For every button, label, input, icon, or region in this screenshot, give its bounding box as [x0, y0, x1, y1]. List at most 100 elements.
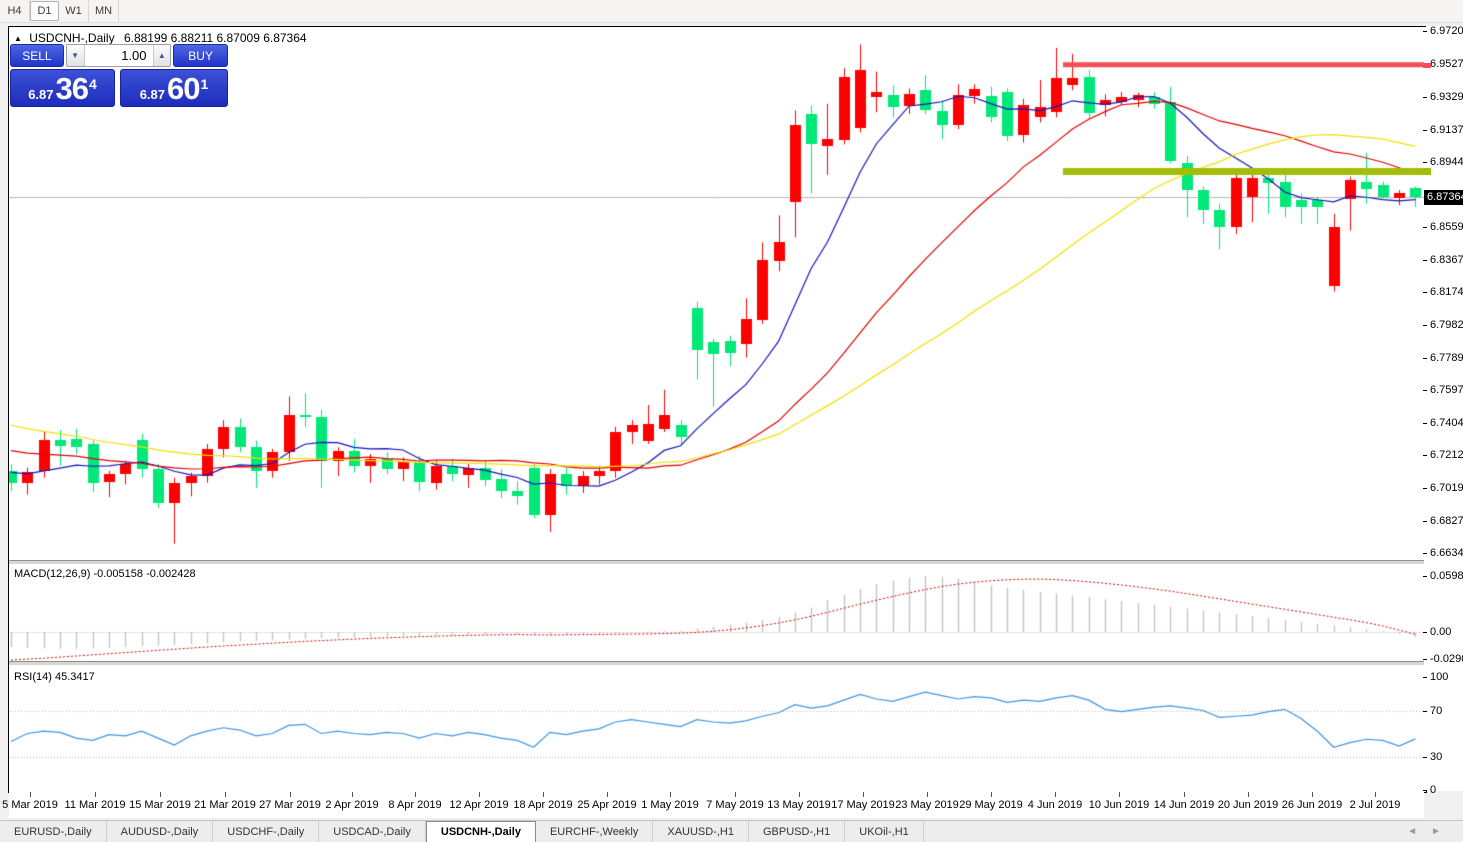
macd-axis-label: -0.029049	[1430, 653, 1463, 665]
date-axis-label: 29 May 2019	[959, 799, 1023, 811]
pane-separator[interactable]	[9, 661, 1424, 665]
axis-tick-mark	[1423, 227, 1427, 228]
axis-tick-mark	[1423, 711, 1427, 712]
volume-input[interactable]	[84, 45, 153, 66]
date-tick-mark	[479, 792, 480, 797]
date-tick-mark	[352, 792, 353, 797]
axis-tick-mark	[1423, 358, 1427, 359]
price-axis-label: 6.72120	[1430, 449, 1463, 461]
date-axis-label: 23 May 2019	[895, 799, 959, 811]
axis-tick-mark	[1423, 488, 1427, 489]
date-axis-label: 8 Apr 2019	[388, 799, 442, 811]
buy-price-pipette: 1	[200, 76, 209, 92]
chart-symbol-period: USDCNH-,Daily	[29, 31, 115, 45]
timeframe-button-h4[interactable]: H4	[0, 0, 30, 22]
date-axis-label: 13 May 2019	[767, 799, 831, 811]
date-axis-label: 10 Jun 2019	[1088, 799, 1150, 811]
chart-tab-usdcnh[interactable]: USDCNH-,Daily	[425, 821, 536, 842]
symbol-marker-icon: ▲	[14, 34, 22, 43]
date-axis-label: 25 Apr 2019	[577, 799, 637, 811]
axis-tick-mark	[1423, 260, 1427, 261]
price-axis-label: 6.91370	[1430, 124, 1463, 136]
volume-stepper: ▼ ▲	[65, 44, 172, 67]
timeframe-button-d1[interactable]: D1	[30, 1, 59, 21]
axis-tick-mark	[1423, 390, 1427, 391]
chart-tab-eurchf[interactable]: EURCHF-,Weekly	[536, 821, 654, 842]
axis-tick-mark	[1423, 521, 1427, 522]
date-axis-label: 4 Jun 2019	[1027, 799, 1083, 811]
chart-tab-bar: EURUSD-,Daily AUDUSD-,Daily USDCHF-,Daily U…	[0, 820, 1463, 842]
sell-button[interactable]: SELL	[10, 44, 64, 67]
macd-indicator-canvas[interactable]	[9, 563, 1424, 661]
pane-separator[interactable]	[9, 560, 1424, 564]
price-axis: 6.97200 6.95275 6.93295 6.91370 6.89445 6.855…	[1423, 25, 1463, 796]
volume-increase-icon[interactable]: ▲	[152, 45, 171, 66]
price-axis-label: 6.81745	[1430, 286, 1463, 298]
date-axis-label: 20 Jun 2019	[1217, 799, 1279, 811]
timeframe-button-mn[interactable]: MN	[89, 0, 119, 22]
date-tick-mark	[991, 792, 992, 797]
tab-scrollers: ◄ ►	[1407, 821, 1463, 842]
date-tick-mark	[30, 792, 31, 797]
buy-button[interactable]: BUY	[173, 44, 228, 67]
chart-tab-audusd[interactable]: AUDUSD-,Daily	[107, 821, 214, 842]
rsi-axis-label: 30	[1430, 751, 1443, 763]
rsi-indicator-label: RSI(14) 45.3417	[14, 671, 95, 683]
chart-tab-ukoil[interactable]: UKOil-,H1	[845, 821, 924, 842]
buy-price-prefix: 6.87	[139, 87, 166, 102]
date-tick-mark	[160, 792, 161, 797]
date-tick-mark	[1055, 792, 1056, 797]
date-tick-mark	[290, 792, 291, 797]
chart-tab-gbpusd[interactable]: GBPUSD-,H1	[749, 821, 846, 842]
support-level-mark	[1423, 167, 1431, 175]
axis-tick-mark	[1423, 553, 1427, 554]
date-tick-mark	[1375, 792, 1376, 797]
resistance-level-mark	[1423, 62, 1431, 68]
price-chart-canvas[interactable]	[9, 27, 1424, 560]
date-tick-mark	[225, 792, 226, 797]
tab-scroll-right-icon[interactable]: ►	[1431, 826, 1441, 837]
sell-price-button[interactable]: 6.87 36 4	[10, 69, 116, 107]
date-axis-label: 18 Apr 2019	[513, 799, 573, 811]
axis-tick-mark	[1423, 423, 1427, 424]
date-axis-label: 26 Jun 2019	[1281, 799, 1343, 811]
price-axis-label: 6.77895	[1430, 352, 1463, 364]
axis-tick-mark	[1423, 455, 1427, 456]
price-axis-label: 6.74045	[1430, 417, 1463, 429]
date-axis-label: 2 Apr 2019	[325, 799, 379, 811]
date-axis-label: 12 Apr 2019	[449, 799, 509, 811]
date-tick-mark	[1119, 792, 1120, 797]
timeframe-button-w1[interactable]: W1	[59, 0, 89, 22]
date-axis-label: 17 May 2019	[831, 799, 895, 811]
sell-price-prefix: 6.87	[28, 87, 54, 102]
date-axis-label: 27 Mar 2019	[259, 799, 321, 811]
price-axis-label: 6.95275	[1430, 58, 1463, 70]
tab-scroll-left-icon[interactable]: ◄	[1407, 826, 1418, 837]
buy-price-button[interactable]: 6.87 60 1	[120, 69, 228, 107]
date-tick-mark	[607, 792, 608, 797]
price-axis-label: 6.66345	[1430, 547, 1463, 559]
price-axis-label: 6.89445	[1430, 156, 1463, 168]
current-price-label: 6.87364	[1424, 190, 1463, 205]
chart-tab-usdchf[interactable]: USDCHF-,Daily	[213, 821, 320, 842]
date-tick-mark	[735, 792, 736, 797]
chart-tab-usdcad[interactable]: USDCAD-,Daily	[319, 821, 426, 842]
date-axis-label: 11 Mar 2019	[64, 799, 126, 811]
axis-tick-mark	[1423, 659, 1427, 660]
date-axis-label: 5 Mar 2019	[2, 799, 58, 811]
axis-tick-mark	[1423, 632, 1427, 633]
timeframe-toolbar: H4 D1 W1 MN	[0, 0, 1463, 23]
chart-tab-xauusd[interactable]: XAUUSD-,H1	[653, 821, 749, 842]
price-axis-label: 6.70195	[1430, 482, 1463, 494]
volume-decrease-icon[interactable]: ▼	[66, 45, 85, 66]
price-axis-label: 6.85595	[1430, 221, 1463, 233]
date-tick-mark	[799, 792, 800, 797]
macd-axis-label: 0.0598	[1430, 570, 1463, 582]
rsi-indicator-canvas[interactable]	[9, 664, 1424, 790]
rsi-axis-label: 0	[1430, 784, 1437, 796]
buy-price-main: 60	[167, 71, 200, 106]
chart-tab-eurusd[interactable]: EURUSD-,Daily	[0, 821, 107, 842]
date-axis-label: 21 Mar 2019	[194, 799, 256, 811]
macd-indicator-label: MACD(12,26,9) -0.005158 -0.002428	[14, 568, 196, 580]
